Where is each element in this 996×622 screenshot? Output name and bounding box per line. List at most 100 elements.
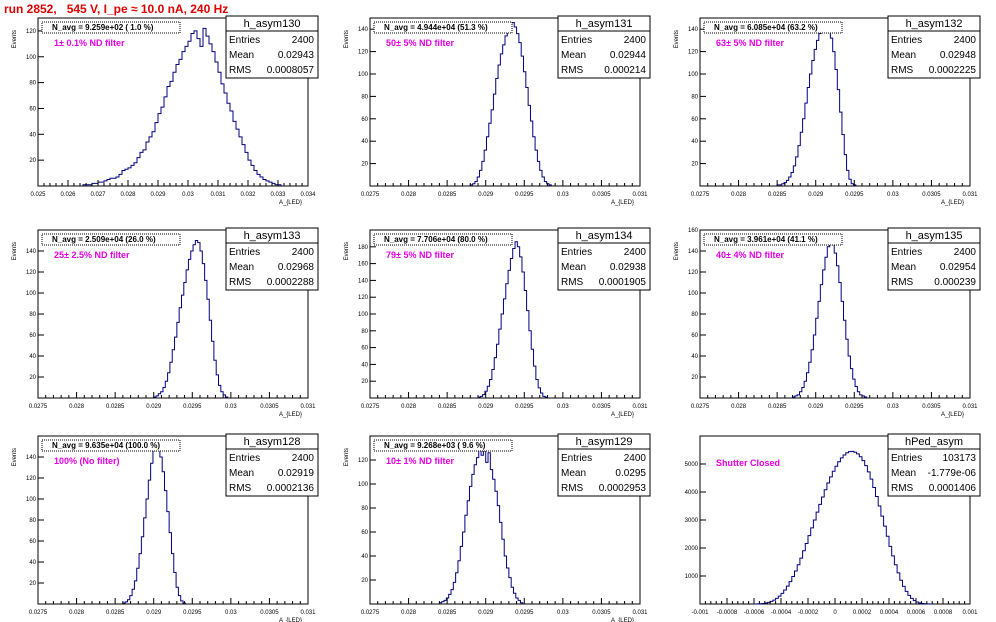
y-tick-label: 120 [688, 270, 699, 276]
y-tick-label: 60 [29, 106, 36, 112]
navg-box [373, 21, 513, 34]
x-tick-label: -0.0008 [717, 610, 738, 616]
y-tick-label: 120 [26, 29, 37, 35]
x-tick-label: 0.027 [90, 192, 106, 198]
navg-label: N_avg = 3.961e+04 (41.1 %) [714, 235, 818, 244]
x-tick-label: 0.0285 [438, 610, 457, 616]
navg-label: N_avg = 9.268e+03 ( 9.6 %) [384, 441, 486, 450]
x-tick-label: 0.0305 [260, 404, 279, 410]
stats-value: 2400 [292, 35, 315, 46]
y-tick-label: 20 [361, 578, 368, 584]
x-tick-label: 0.0004 [880, 610, 899, 616]
stats-key: Mean [229, 50, 254, 61]
y-tick-label: 60 [361, 530, 368, 536]
y-tick-label: 80 [691, 312, 698, 318]
stats-box [225, 433, 319, 497]
y-tick-label: 140 [358, 27, 369, 33]
histogram-line [477, 241, 548, 398]
filter-label: 25± 2.5% ND filter [54, 250, 130, 260]
stats-value: 0.0002136 [267, 483, 315, 494]
stats-title: h_asym132 [906, 18, 963, 30]
stats-key: Entries [229, 453, 260, 464]
y-tick-label: 60 [691, 117, 698, 123]
navg-box [373, 233, 513, 246]
x-tick-label: 0.0305 [592, 404, 611, 410]
navg-box [41, 439, 181, 452]
stats-value: 2400 [954, 247, 977, 258]
x-tick-label: 0.0275 [361, 610, 380, 616]
x-tick-label: 0.031 [300, 404, 316, 410]
stats-key: Entries [891, 35, 922, 46]
y-tick-label: 140 [688, 249, 699, 255]
y-tick-label: 120 [688, 50, 699, 56]
x-tick-label: 0.031 [962, 192, 978, 198]
y-tick-label: 120 [358, 458, 369, 464]
x-tick-label: 0.028 [731, 404, 747, 410]
x-tick-label: 0.0008 [934, 610, 953, 616]
y-tick-label: 40 [361, 139, 368, 145]
x-tick-label: 0.0275 [691, 404, 710, 410]
y-tick-label: 160 [358, 262, 369, 268]
histogram-line [82, 27, 282, 186]
y-tick-label: 80 [361, 506, 368, 512]
y-tick-label: 40 [29, 560, 36, 566]
y-tick-label: 40 [361, 362, 368, 368]
navg-box [41, 233, 181, 246]
stats-title: hPed_asym [905, 436, 963, 448]
x-axis-title: A_{LED} [941, 200, 964, 206]
histogram-line [753, 450, 933, 605]
x-tick-label: 0.0305 [922, 404, 941, 410]
y-tick-label: 2000 [685, 546, 699, 552]
x-tick-label: 0.03 [887, 404, 899, 410]
stats-value: 0.0001406 [929, 483, 977, 494]
y-tick-label: 140 [688, 27, 699, 33]
x-tick-label: 0.0305 [922, 192, 941, 198]
y-tick-label: 3000 [685, 518, 699, 524]
y-tick-label: 100 [688, 291, 699, 297]
y-tick-label: 140 [26, 455, 37, 461]
y-tick-label: 60 [691, 333, 698, 339]
stats-box [557, 227, 651, 291]
stats-value: 0.02919 [278, 468, 315, 479]
y-tick-label: 40 [691, 139, 698, 145]
stats-value: 0.0008057 [267, 65, 315, 76]
x-tick-label: 0.0002 [853, 610, 872, 616]
stats-box [225, 227, 319, 291]
y-tick-label: 100 [26, 497, 37, 503]
x-tick-label: 0.001 [962, 610, 978, 616]
x-tick-label: 0.026 [60, 192, 76, 198]
y-tick-label: 80 [361, 94, 368, 100]
x-tick-label: -0.0002 [798, 610, 819, 616]
y-tick-label: 60 [29, 333, 36, 339]
x-tick-label: 0.0285 [438, 192, 457, 198]
filter-label: 79± 5% ND filter [386, 250, 454, 260]
stats-value: 2400 [624, 453, 647, 464]
stats-key: RMS [891, 277, 914, 288]
stats-value: 0.0002953 [599, 483, 647, 494]
y-tick-label: 120 [26, 270, 37, 276]
x-tick-label: 0.029 [478, 404, 494, 410]
stats-title: h_asym130 [244, 18, 301, 30]
stats-box [557, 433, 651, 497]
x-tick-label: 0.0275 [691, 192, 710, 198]
y-tick-label: 100 [358, 482, 369, 488]
y-axis-title: Events [344, 448, 350, 466]
x-axis-title: A_{LED} [611, 412, 634, 418]
x-tick-label: 0.0295 [515, 610, 534, 616]
stats-key: RMS [229, 483, 252, 494]
filter-label: 100% (No filter) [54, 456, 120, 466]
navg-label: N_avg = 9.635e+04 (100.0 %) [52, 441, 160, 450]
y-tick-label: 60 [361, 117, 368, 123]
x-tick-label: 0.029 [146, 610, 162, 616]
x-tick-label: 0.029 [808, 192, 824, 198]
y-tick-label: 120 [358, 50, 369, 56]
x-tick-label: 0.028 [120, 192, 136, 198]
y-tick-label: 80 [29, 81, 36, 87]
x-tick-label: 0.031 [632, 192, 648, 198]
stats-value: 0.000214 [604, 65, 646, 76]
stats-value: 0.0295 [615, 468, 646, 479]
stats-key: RMS [561, 483, 584, 494]
y-tick-label: 60 [361, 346, 368, 352]
x-tick-label: 0.0305 [592, 610, 611, 616]
y-tick-label: 20 [29, 375, 36, 381]
